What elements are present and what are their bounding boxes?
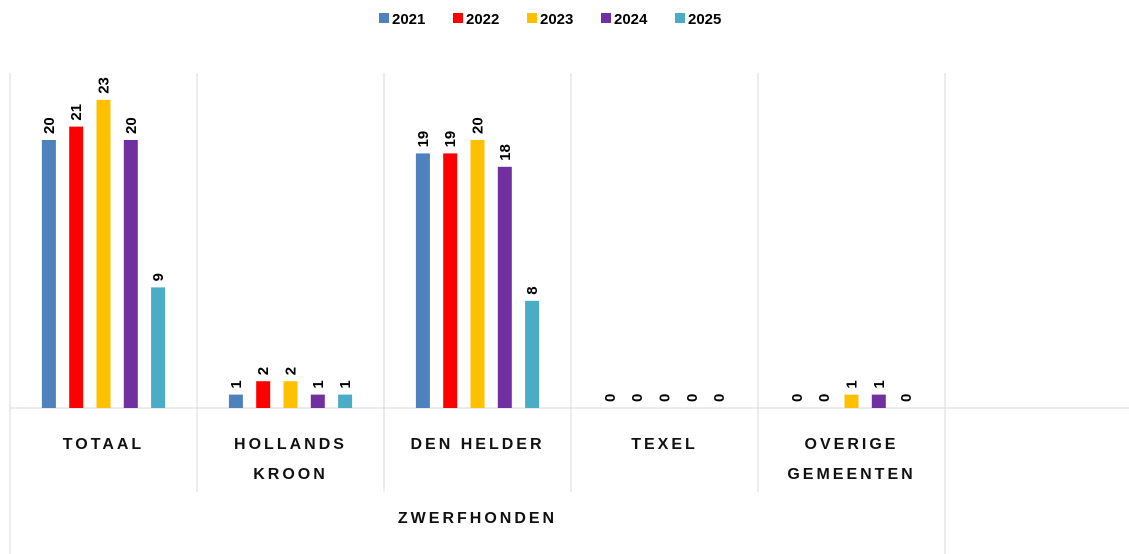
x-tick-label: TOTAAL (62, 436, 145, 453)
data-label: 23 (96, 77, 113, 94)
data-label: 19 (442, 131, 459, 148)
legend-label: 2022 (466, 11, 499, 28)
legend-label: 2021 (392, 11, 425, 28)
x-tick-label: HOLLANDS KROON (234, 436, 347, 483)
bar (228, 394, 243, 408)
bar (41, 140, 56, 408)
bar (123, 140, 138, 408)
data-label: 1 (844, 380, 861, 388)
data-label: 0 (816, 394, 833, 402)
bar (151, 287, 166, 408)
data-label: 2 (255, 367, 272, 375)
data-label: 0 (657, 394, 674, 402)
legend-swatch (527, 13, 537, 23)
bar (256, 381, 271, 408)
data-label: 0 (898, 394, 915, 402)
x-axis-label: ZWERFHONDEN (397, 510, 558, 527)
data-label: 9 (150, 273, 167, 281)
bar (525, 300, 540, 408)
data-label: 20 (41, 117, 58, 134)
data-label: 0 (629, 394, 646, 402)
data-label: 1 (310, 380, 327, 388)
data-label: 0 (602, 394, 619, 402)
legend-label: 2024 (614, 11, 648, 28)
bar (96, 99, 111, 409)
data-label: 18 (497, 144, 514, 161)
bar (338, 394, 353, 408)
legend-swatch (453, 13, 463, 23)
bar (443, 153, 458, 408)
legend-label: 2023 (540, 11, 573, 28)
legend-swatch (601, 13, 611, 23)
data-label: 1 (871, 380, 888, 388)
x-tick-label: DEN HELDER (410, 436, 545, 453)
bar (310, 394, 325, 408)
bar (470, 140, 485, 408)
data-label: 19 (415, 131, 432, 148)
x-tick-label: TEXEL (631, 436, 698, 453)
bar (871, 394, 886, 408)
legend-label: 2025 (688, 11, 721, 28)
legend-swatch (379, 13, 389, 23)
bar (844, 394, 859, 408)
data-label: 0 (684, 394, 701, 402)
x-tick-label: OVERIGE GEMEENTEN (787, 436, 916, 483)
data-label: 2 (283, 367, 300, 375)
data-label: 0 (789, 394, 806, 402)
bar (283, 381, 298, 408)
data-label: 1 (337, 380, 354, 388)
bar (497, 166, 512, 408)
data-label: 1 (228, 380, 245, 388)
data-label: 21 (68, 104, 85, 121)
bar (415, 153, 430, 408)
data-label: 0 (711, 394, 728, 402)
data-label: 8 (524, 286, 541, 294)
data-label: 20 (123, 117, 140, 134)
bar (69, 126, 84, 408)
data-label: 20 (470, 117, 487, 134)
legend-swatch (675, 13, 685, 23)
